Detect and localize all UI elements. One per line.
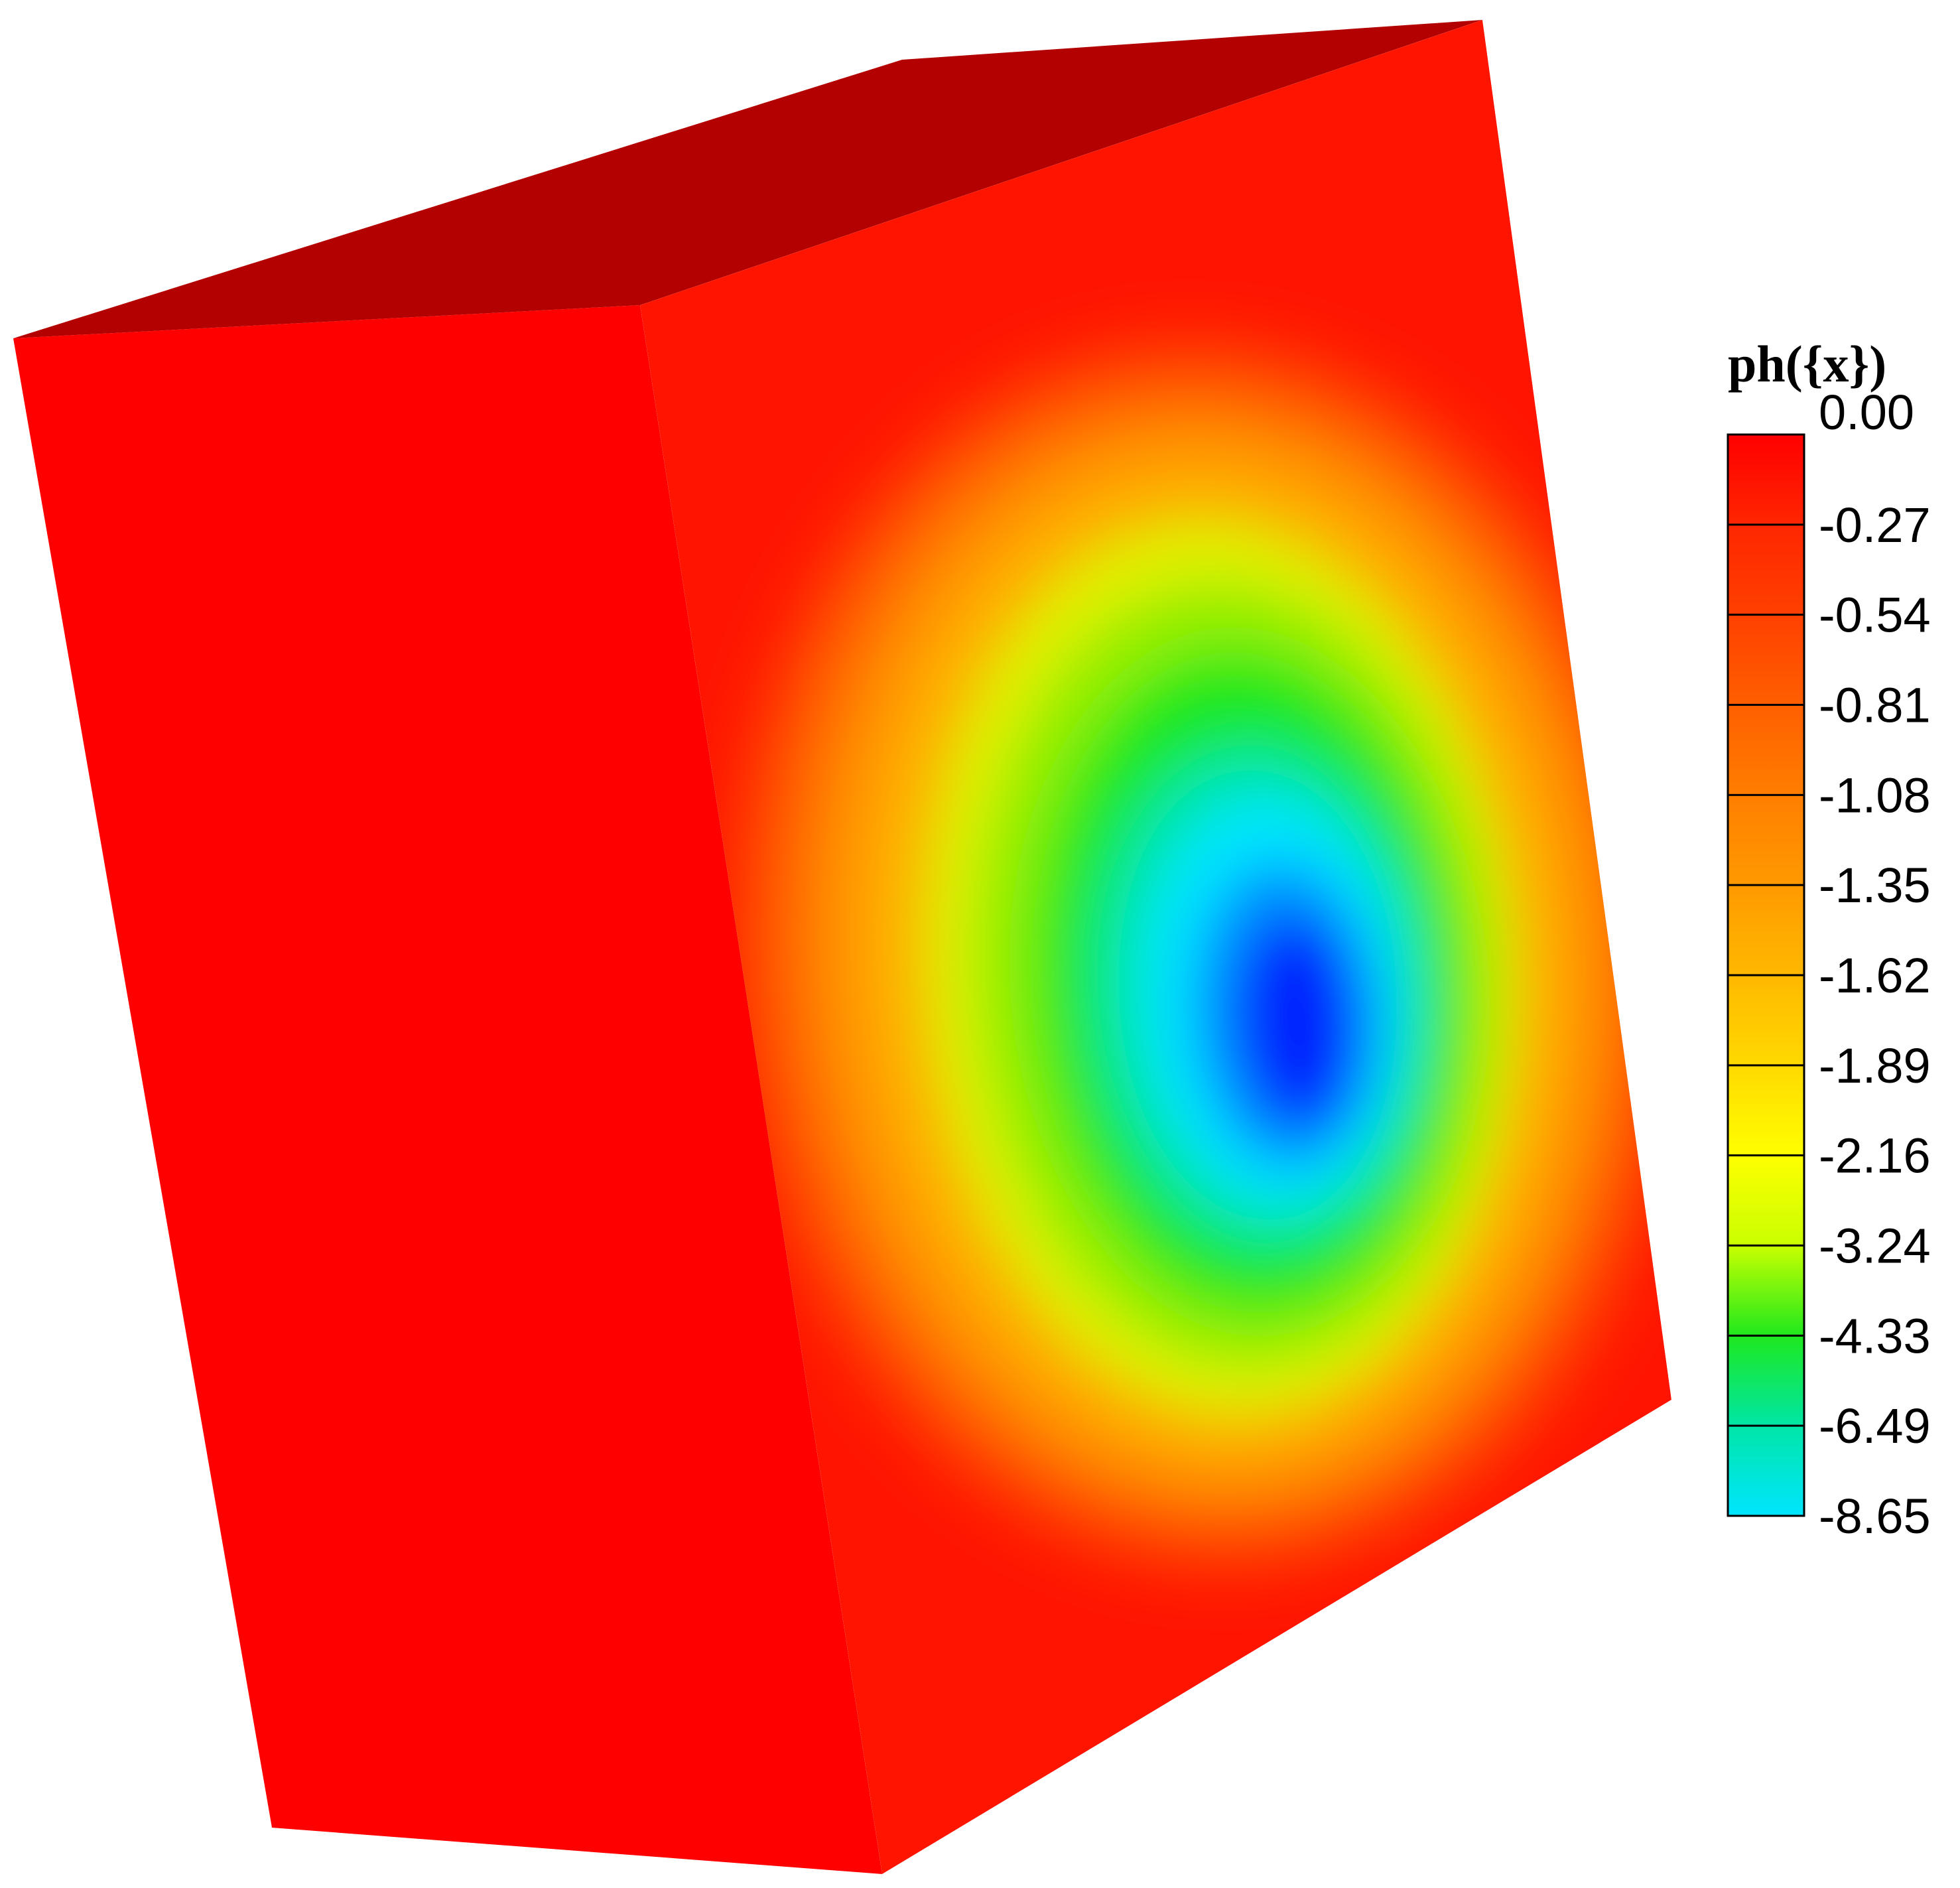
- colorbar-tick-labels: 0.00 -0.27 -0.54 -0.81 -1.08 -1.35 -1.62 -1.89 -…: [1819, 385, 1931, 1544]
- colorbar-band: [1728, 705, 1804, 796]
- colorbar-band: [1728, 795, 1804, 886]
- legend-title: ph({x}): [1728, 335, 1886, 393]
- colorbar-tick-label: -0.27: [1819, 498, 1931, 553]
- colorbar-tick-label: -1.62: [1819, 948, 1931, 1003]
- colorbar-frame: [1727, 433, 1805, 1517]
- colorbar-tick-label: -4.33: [1819, 1308, 1931, 1363]
- colorbar-tick-label: 0.00: [1819, 385, 1914, 440]
- colorbar-band: [1728, 1245, 1804, 1337]
- colorbar-bands: [1728, 435, 1804, 1517]
- colorbar-tick-label: -1.08: [1819, 768, 1931, 823]
- colorbar-band: [1728, 1426, 1804, 1517]
- colorbar-band: [1728, 885, 1804, 976]
- colorbar-band: [1728, 1065, 1804, 1156]
- colorbar-tick-label: -3.24: [1819, 1219, 1931, 1274]
- colorbar-band: [1728, 435, 1804, 525]
- colorbar-tick-label: -1.89: [1819, 1038, 1931, 1093]
- box-top-face: [13, 20, 1482, 338]
- box-left-face: [13, 305, 882, 1874]
- colorbar-tick-label: -0.54: [1819, 588, 1931, 643]
- colorbar-band: [1728, 1155, 1804, 1247]
- colorbar-band: [1728, 975, 1804, 1066]
- colorbar-tick-label: -2.16: [1819, 1128, 1931, 1183]
- colorbar-tick-label: -8.65: [1819, 1489, 1931, 1544]
- colorbar-tick-label: -1.35: [1819, 858, 1931, 913]
- box-3d: [13, 20, 1671, 1874]
- colorbar-band: [1728, 524, 1804, 616]
- colorbar-band: [1728, 1335, 1804, 1427]
- colorbar-tick-label: -6.49: [1819, 1398, 1931, 1453]
- colorbar-tick-label: -0.81: [1819, 678, 1931, 733]
- colorbar-legend: ph({x}) 0.00 -0.27 -0.54 -0.81 -1.08 -1.35 -1.…: [1727, 335, 1931, 1544]
- box-front-face: [640, 20, 1671, 1874]
- colorbar-band: [1728, 614, 1804, 706]
